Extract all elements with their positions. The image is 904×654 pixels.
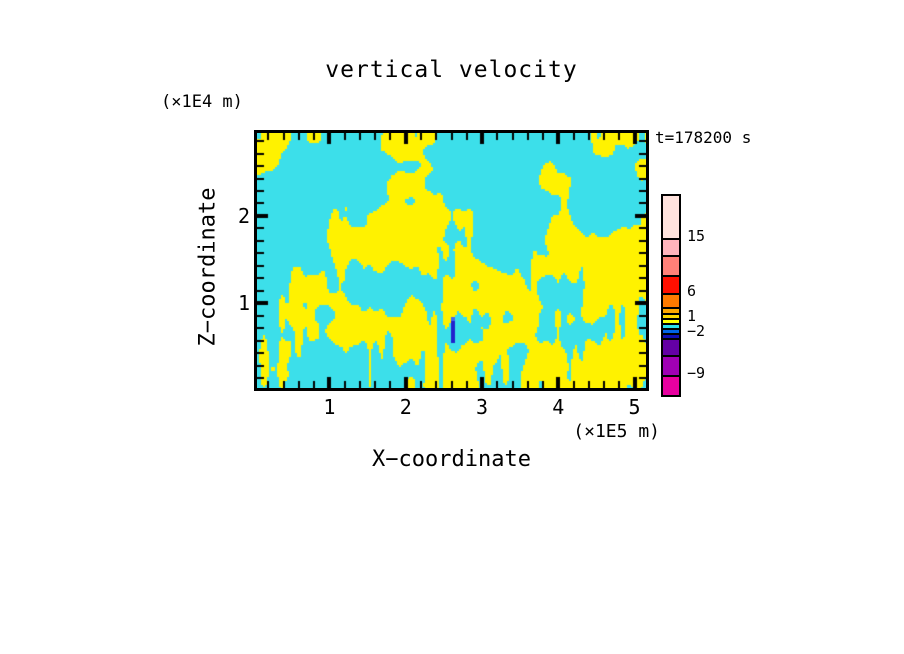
x-tick-label: 4 [552, 395, 565, 419]
x-tick-label: 2 [399, 395, 412, 419]
colorbar-tick-label: −2 [687, 322, 706, 340]
colorbar-segment [663, 323, 679, 328]
y-axis-label: Z−coordinate [195, 187, 221, 347]
colorbar-segment [663, 328, 679, 333]
x-axis-unit-label: (×1E5 m) [573, 421, 660, 442]
heatmap-canvas [257, 133, 646, 388]
colorbar-segment [663, 338, 679, 355]
plot-title: vertical velocity [325, 57, 578, 83]
colorbar-segment [663, 293, 679, 307]
colorbar-segment [663, 307, 679, 313]
x-tick-label: 5 [628, 395, 641, 419]
colorbar-segment [663, 196, 679, 238]
colorbar-segment [663, 238, 679, 255]
x-axis-label: X−coordinate [372, 447, 531, 472]
y-tick-label: 1 [237, 291, 250, 316]
colorbar-segment [663, 275, 679, 293]
colorbar-segment [663, 355, 679, 375]
colorbar-segment [663, 313, 679, 318]
colorbar [661, 194, 681, 397]
x-tick-label: 1 [323, 395, 336, 419]
colorbar-segment [663, 375, 679, 395]
time-annotation: t=178200 s [655, 128, 752, 147]
colorbar-tick-label: 15 [687, 227, 706, 245]
x-tick-label: 3 [475, 395, 489, 419]
y-axis-unit-label: (×1E4 m) [161, 92, 243, 112]
plot-area-frame [254, 130, 649, 391]
colorbar-tick-label: −9 [687, 364, 706, 382]
colorbar-tick-label: 6 [687, 282, 697, 300]
colorbar-segment [663, 333, 679, 338]
colorbar-segment [663, 255, 679, 275]
colorbar-tick-label: 1 [687, 307, 697, 325]
colorbar-segment [663, 318, 679, 323]
y-tick-label: 2 [237, 203, 250, 228]
